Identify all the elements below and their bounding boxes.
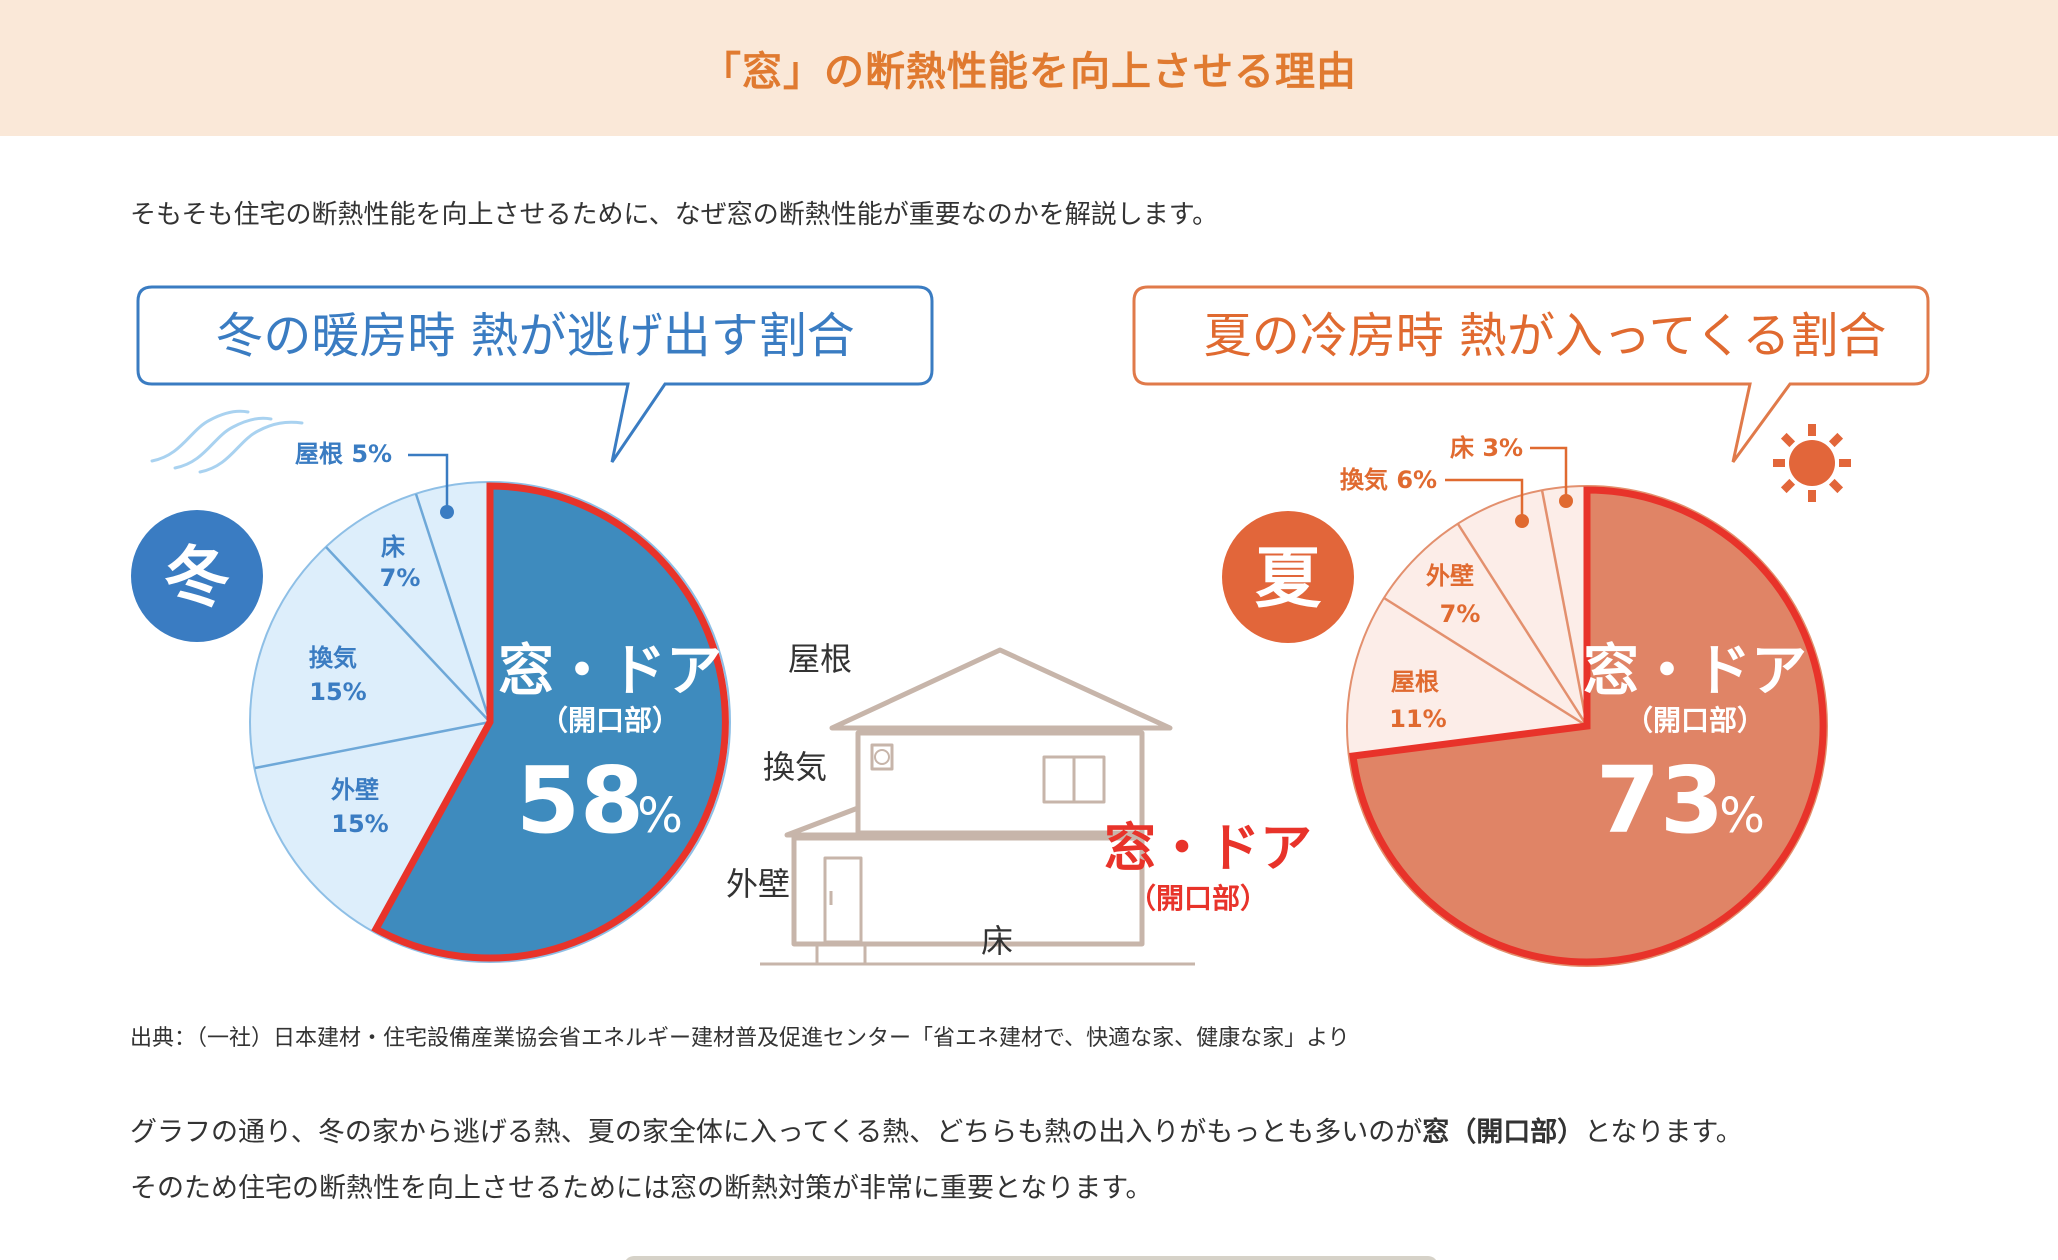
- summary-paragraph-line1: グラフの通り、冬の家から逃げる熱、夏の家全体に入ってくる熱、どちらも熱の出入りが…: [130, 1110, 1743, 1149]
- source-citation: 出典：（一社）日本建材・住宅設備産業協会省エネルギー建材普及促進センター「省エネ…: [130, 1026, 1350, 1051]
- summer-pie: 床 3% 換気 6% 外壁 7% 屋根 11% 窓・ドア （開口部） 73 %: [1340, 434, 1828, 967]
- summary-emphasis: 窓（開口部）: [1422, 1117, 1585, 1148]
- summer-slice-label-wall: 外壁: [1426, 562, 1474, 590]
- winter-slice-label-ventilation: 換気: [309, 644, 357, 672]
- heat-ratio-figure: 冬の暖房時 熱が逃げ出す割合 冬 屋根 5% 床 7%: [131, 285, 1930, 967]
- section-header: 「窓」の断熱性能を向上させる理由: [0, 0, 2058, 136]
- summer-slice-value-wall: 7%: [1440, 600, 1481, 628]
- summer-badge-label: 夏: [1255, 540, 1322, 617]
- next-content-box: [624, 1256, 1438, 1260]
- winter-slice-value-floor: 7%: [380, 564, 421, 592]
- winter-callout-roof: 屋根 5%: [295, 440, 392, 468]
- house-label-ventilation: 換気: [763, 748, 827, 786]
- winter-main-slice: [371, 482, 729, 962]
- winter-speech-bubble: [136, 285, 934, 463]
- summer-panel: 夏の冷房時 熱が入ってくる割合 夏 床 3%: [1132, 285, 1930, 967]
- summer-main-unit: %: [1719, 788, 1765, 844]
- summer-callout-ventilation: 換気 6%: [1340, 466, 1437, 494]
- summer-main-value: 73: [1596, 747, 1724, 854]
- summary-text: グラフの通り、冬の家から逃げる熱、夏の家全体に入ってくる熱、どちらも熱の出入りが…: [130, 1117, 1423, 1148]
- intro-text: そもそも住宅の断熱性能を向上させるために、なぜ窓の断熱性能が重要なのかを解説しま…: [130, 200, 1219, 230]
- winter-main-sublabel: （開口部）: [540, 704, 680, 737]
- summer-bubble-title: 夏の冷房時 熱が入ってくる割合: [1204, 308, 1886, 364]
- house-diagram: [760, 647, 1195, 966]
- house-label-roof: 屋根: [788, 640, 852, 678]
- summer-callout-floor: 床 3%: [1450, 434, 1523, 462]
- winter-main-label: 窓・ドア: [498, 639, 722, 704]
- section-title: 「窓」の断熱性能を向上させる理由: [701, 49, 1357, 95]
- cold-wind-icon: [150, 409, 304, 474]
- winter-panel: 冬の暖房時 熱が逃げ出す割合 冬 屋根 5% 床 7%: [131, 285, 934, 963]
- summary-paragraph-line2: そのため住宅の断熱性を向上させるためには窓の断熱対策が非常に重要となります。: [130, 1173, 1153, 1204]
- house-label-wall: 外壁: [726, 865, 790, 903]
- house-label-opening-sub: （開口部）: [1128, 882, 1268, 915]
- summer-speech-bubble: [1132, 285, 1930, 463]
- winter-bubble-title: 冬の暖房時 熱が逃げ出す割合: [215, 308, 854, 364]
- winter-main-value: 58: [516, 747, 644, 854]
- summer-main-sublabel: （開口部）: [1625, 704, 1765, 737]
- summer-slice-label-roof: 屋根: [1391, 668, 1439, 696]
- summer-main-slice: [1349, 486, 1827, 966]
- winter-slice-label-wall: 外壁: [331, 776, 379, 804]
- sun-icon: [1773, 424, 1851, 502]
- winter-badge: [131, 510, 263, 642]
- winter-pie: 屋根 5% 床 7% 換気 15% 外壁 15% 窓・ドア （開口部） 58 %: [249, 440, 731, 963]
- house-label-opening: 窓・ドア: [1104, 819, 1312, 879]
- winter-slice-label-floor: 床: [381, 533, 405, 561]
- house-label-floor: 床: [981, 922, 1013, 960]
- summer-badge: [1222, 511, 1354, 643]
- summer-main-label: 窓・ドア: [1583, 639, 1807, 704]
- summer-slice-value-roof: 11%: [1389, 705, 1446, 733]
- winter-slice-value-ventilation: 15%: [309, 678, 366, 706]
- winter-slice-value-wall: 15%: [331, 810, 388, 838]
- winter-badge-label: 冬: [164, 539, 230, 616]
- winter-main-unit: %: [637, 788, 683, 844]
- summary-text-end: となります。: [1584, 1117, 1743, 1148]
